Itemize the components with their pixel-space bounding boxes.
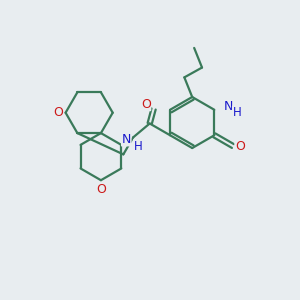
Text: N: N [122, 133, 131, 146]
Text: H: H [134, 140, 142, 153]
Text: O: O [96, 182, 106, 196]
Text: H: H [232, 106, 241, 119]
Text: O: O [235, 140, 245, 153]
Text: O: O [53, 106, 63, 119]
Text: N: N [224, 100, 233, 113]
Text: O: O [141, 98, 151, 111]
